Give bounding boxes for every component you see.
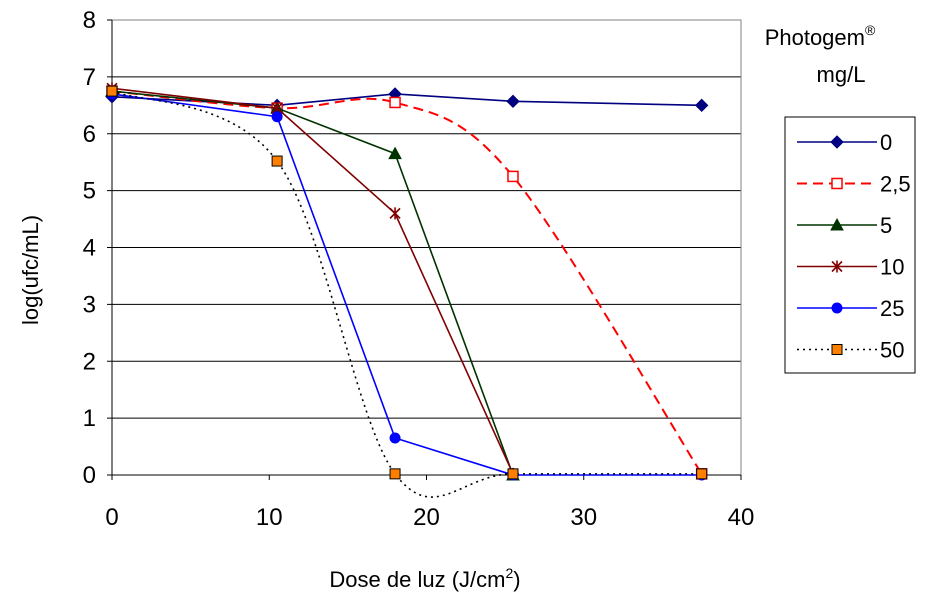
legend-item-0: 0	[797, 130, 892, 155]
y-tick-label: 2	[83, 348, 96, 375]
legend-item-50: 50	[797, 338, 904, 363]
y-tick-label: 6	[83, 121, 96, 148]
y-tick-label: 8	[83, 7, 96, 34]
x-axis-title-end: )	[513, 567, 520, 592]
legend-marker-50	[831, 344, 843, 355]
legend-item-2,5: 2,5	[797, 172, 911, 197]
data-point-50-1	[271, 155, 283, 167]
data-point-50-2	[389, 468, 401, 480]
x-axis-title: Dose de luz (J/cm2)	[329, 565, 520, 592]
series-5	[105, 84, 520, 481]
y-tick-label: 4	[83, 235, 96, 262]
series-25	[106, 88, 708, 481]
data-point-50-0	[106, 85, 118, 97]
legend-marker-2,5	[831, 177, 843, 190]
legend-label-0: 0	[880, 130, 892, 155]
data-point-50-3	[507, 468, 519, 480]
legend-title-sup: ®	[865, 22, 876, 38]
legend-box	[784, 116, 916, 374]
legend: 0 2,5 5 10 25 50	[797, 130, 911, 363]
data-point-2,5-2	[389, 96, 401, 109]
x-axis-title-sup: 2	[505, 565, 513, 581]
legend-item-5: 5	[797, 213, 892, 238]
series-10	[106, 82, 519, 480]
data-point-50-4	[696, 468, 708, 480]
legend-marker-5	[830, 217, 844, 231]
legend-label-25: 25	[880, 296, 904, 321]
y-axis-title: log(ufc/mL)	[18, 215, 43, 325]
series-line-5	[111, 90, 514, 476]
x-tick-label: 20	[413, 504, 440, 531]
legend-item-25: 25	[797, 296, 904, 321]
x-axis-ticks: 0 10 20 30 40	[105, 475, 754, 531]
x-axis-title-main: Dose de luz (J/cm	[329, 567, 505, 592]
y-tick-label: 5	[83, 178, 96, 205]
data-point-10-2	[389, 207, 401, 220]
series-line-50	[111, 90, 702, 498]
series-layer	[105, 82, 709, 498]
legend-title: Photogem®	[765, 22, 876, 50]
series-line-10	[111, 87, 514, 475]
data-point-25-2	[389, 432, 401, 444]
data-point-0-3	[506, 94, 520, 109]
legend-item-10: 10	[797, 255, 904, 280]
legend-subtitle: mg/L	[817, 62, 866, 87]
legend-marker-25	[831, 302, 843, 314]
x-tick-label: 0	[105, 504, 118, 531]
legend-label-10: 10	[880, 255, 904, 280]
series-2,5	[106, 85, 708, 480]
legend-label-2,5: 2,5	[880, 172, 911, 197]
series-line-2,5	[111, 90, 703, 475]
y-tick-label: 1	[83, 405, 96, 432]
y-tick-label: 0	[83, 462, 96, 489]
data-point-5-2	[388, 146, 402, 160]
y-axis-ticks: 0 1 2 3 4 5 6 7 8	[83, 7, 112, 489]
data-point-25-1	[271, 111, 283, 123]
series-50	[106, 85, 708, 498]
legend-label-50: 50	[880, 338, 904, 363]
data-point-2,5-3	[507, 170, 519, 183]
data-point-0-4	[694, 98, 709, 113]
y-tick-label: 7	[83, 64, 96, 91]
x-tick-label: 40	[728, 504, 755, 531]
grid-lines	[112, 19, 741, 419]
x-tick-label: 10	[256, 504, 283, 531]
legend-label-5: 5	[880, 213, 892, 238]
y-tick-label: 3	[83, 291, 96, 318]
legend-title-text: Photogem	[765, 25, 865, 50]
legend-marker-10	[831, 260, 843, 273]
x-tick-label: 30	[570, 504, 597, 531]
legend-marker-0	[830, 135, 844, 149]
